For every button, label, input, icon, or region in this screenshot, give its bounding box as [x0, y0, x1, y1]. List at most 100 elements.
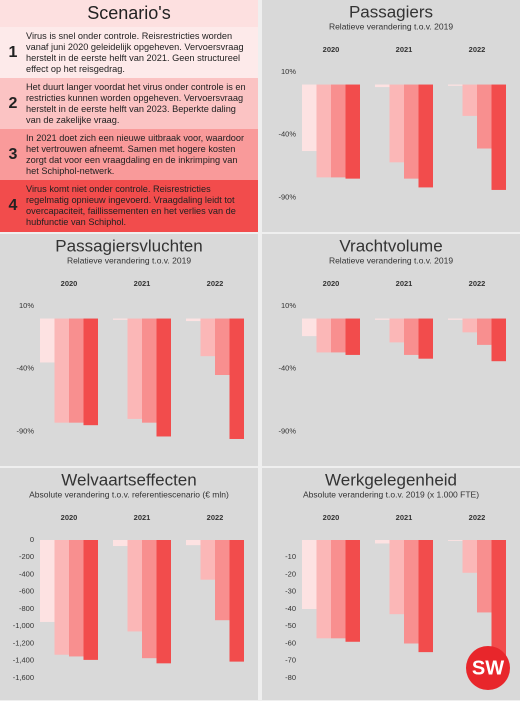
- bar: [54, 540, 69, 655]
- x-tick-label: 2021: [396, 279, 413, 288]
- y-tick-label: -1,400: [13, 656, 34, 665]
- bar: [404, 84, 419, 179]
- scenario-number: 3: [8, 145, 18, 163]
- scenario-text: Virus komt niet onder controle. Reisrest…: [26, 184, 236, 227]
- chart-title: Passagiers: [349, 2, 433, 21]
- chart-title: Welvaartseffecten: [61, 470, 196, 489]
- bar: [389, 318, 404, 343]
- x-tick-label: 2021: [134, 279, 151, 288]
- chart-subtitle: Relatieve verandering t.o.v. 2019: [67, 255, 191, 265]
- y-tick-label: -90%: [278, 426, 296, 435]
- bar: [113, 318, 128, 320]
- chart-panel: [262, 234, 520, 466]
- bar: [491, 540, 506, 677]
- y-tick-label: -30: [285, 587, 296, 596]
- chart-subtitle: Relatieve verandering t.o.v. 2019: [329, 21, 453, 31]
- scenario: 1 Virus is snel onder controle. Reisrestr…: [0, 27, 258, 78]
- bar: [316, 318, 331, 353]
- bar: [448, 84, 463, 86]
- x-tick-label: 2022: [469, 513, 486, 522]
- bar: [316, 84, 331, 178]
- bar: [462, 540, 477, 573]
- x-tick-label: 2020: [323, 513, 340, 522]
- bar: [127, 540, 142, 632]
- y-tick-label: -40: [285, 604, 296, 613]
- y-tick-label: -90%: [16, 426, 34, 435]
- bar: [302, 540, 317, 609]
- scenario: 3 In 2021 doet zich een nieuwe uitbraak v…: [0, 129, 258, 180]
- bar: [200, 540, 215, 580]
- bar: [83, 540, 98, 660]
- bar: [375, 540, 390, 544]
- y-tick-label: -80: [285, 673, 296, 682]
- scenario-text: Virus is snel onder controle. Reisrestri…: [26, 30, 244, 74]
- bar: [156, 540, 171, 664]
- chart-title: Passagiersvluchten: [55, 236, 202, 255]
- y-tick-label: 10%: [19, 301, 34, 310]
- y-tick-label: -50: [285, 621, 296, 630]
- bar: [316, 540, 331, 639]
- bar: [448, 540, 463, 541]
- bar: [404, 540, 419, 644]
- bar: [418, 318, 433, 359]
- y-tick-label: 0: [30, 535, 34, 544]
- y-tick-label: -40%: [278, 130, 296, 139]
- bar: [127, 318, 142, 419]
- bar: [404, 318, 419, 355]
- bar: [83, 318, 98, 426]
- logo: SW: [472, 657, 504, 679]
- scenario: 2 Het duurt langer voordat het virus onde…: [0, 78, 258, 129]
- scenario-text: Het duurt langer voordat het virus onder…: [26, 81, 246, 125]
- bar: [491, 318, 506, 362]
- bar: [345, 84, 360, 179]
- scenario-panel: Scenario's 1 Virus is snel onder controle…: [0, 0, 258, 232]
- y-tick-label: -10: [285, 552, 296, 561]
- chart-subtitle: Absolute verandering t.o.v. referentiesc…: [29, 489, 229, 499]
- scenario-number: 2: [8, 94, 18, 112]
- bar: [40, 318, 55, 363]
- bar: [418, 84, 433, 188]
- y-tick-label: 10%: [281, 67, 296, 76]
- bar: [448, 318, 463, 320]
- bar: [331, 540, 346, 639]
- bar: [142, 318, 157, 423]
- y-tick-label: -600: [19, 587, 34, 596]
- bar: [375, 84, 390, 88]
- x-tick-label: 2022: [469, 279, 486, 288]
- bar: [345, 318, 360, 355]
- bar: [215, 318, 230, 375]
- y-tick-label: -400: [19, 569, 34, 578]
- chart-title: Werkgelegenheid: [325, 470, 457, 489]
- x-tick-label: 2020: [61, 513, 78, 522]
- scenario-text: In 2021 doet zich een nieuwe uitbraak vo…: [26, 132, 245, 176]
- logo-badge: [466, 646, 510, 690]
- bar: [40, 540, 55, 622]
- bar: [229, 318, 244, 439]
- y-tick-label: -1,000: [13, 621, 34, 630]
- bar: [54, 318, 69, 423]
- scenario-title: Scenario's: [87, 3, 171, 23]
- y-tick-label: -90%: [278, 192, 296, 201]
- y-tick-label: -800: [19, 604, 34, 613]
- chart-subtitle: Relatieve verandering t.o.v. 2019: [329, 255, 453, 265]
- scenario-number: 4: [8, 197, 18, 214]
- bar: [215, 540, 230, 621]
- y-tick-label: -70: [285, 656, 296, 665]
- bar: [331, 84, 346, 178]
- chart-subtitle: Absolute verandering t.o.v. 2019 (x 1.00…: [303, 489, 479, 499]
- bar: [302, 318, 317, 337]
- x-tick-label: 2021: [396, 513, 413, 522]
- x-tick-label: 2022: [207, 279, 224, 288]
- y-tick-label: -60: [285, 638, 296, 647]
- bar: [186, 318, 201, 322]
- bar: [186, 540, 201, 546]
- bar: [477, 84, 492, 149]
- bar: [389, 84, 404, 163]
- y-tick-label: -1,200: [13, 638, 34, 647]
- bar: [302, 84, 317, 152]
